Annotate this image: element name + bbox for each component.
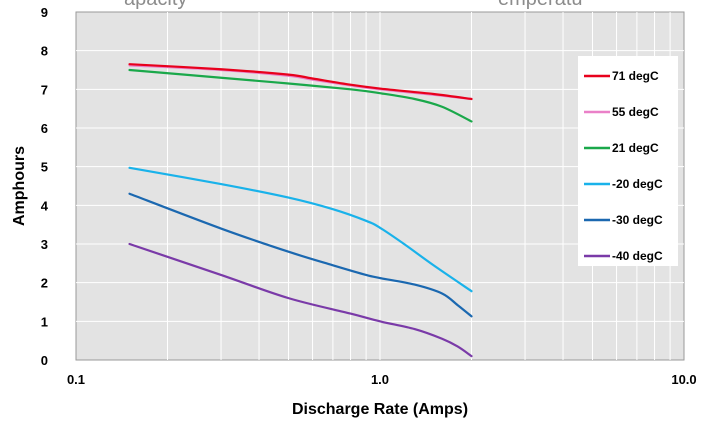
series-line--40-degc [128,242,473,358]
chart-title-fragment-left: apacity [124,0,187,10]
legend-label: -40 degC [612,249,663,263]
series-lines [128,63,473,358]
series-line--20-degc [128,166,473,293]
x-axis-title: Discharge Rate (Amps) [292,401,468,418]
legend-label: 21 degC [612,141,659,155]
legend-label: -30 degC [612,213,663,227]
x-tick-label: 10.0 [671,372,696,387]
y-tick-label: 8 [41,44,48,59]
y-tick-label: 6 [41,121,48,136]
legend: 71 degC 55 degC 21 degC -20 degC -30 degC -40… [584,69,663,263]
x-tick-label: 1.0 [371,372,389,387]
y-tick-label: 2 [41,276,48,291]
legend-label: 71 degC [612,69,659,83]
legend-label: -20 degC [612,177,663,191]
y-tick-label: 9 [41,5,48,20]
series-line-21-degc [128,68,473,123]
y-tick-label: 4 [41,198,49,213]
legend-label: 55 degC [612,105,659,119]
x-tick-labels: 0.1 1.0 10.0 [67,372,697,387]
chart-title-fragment-right: emperatu [498,0,583,10]
y-tick-label: 5 [41,160,48,175]
series-line--30-degc [128,192,473,318]
series-line-71-degc [128,63,473,101]
y-tick-labels: 0 1 2 3 4 5 6 7 8 9 [41,5,49,368]
y-tick-label: 0 [41,353,48,368]
y-tick-label: 3 [41,237,48,252]
y-tick-label: 7 [41,82,48,97]
y-axis-title: Amphours [11,146,28,226]
x-tick-label: 0.1 [67,372,85,387]
legend-box [578,56,678,266]
y-tick-label: 1 [41,314,48,329]
